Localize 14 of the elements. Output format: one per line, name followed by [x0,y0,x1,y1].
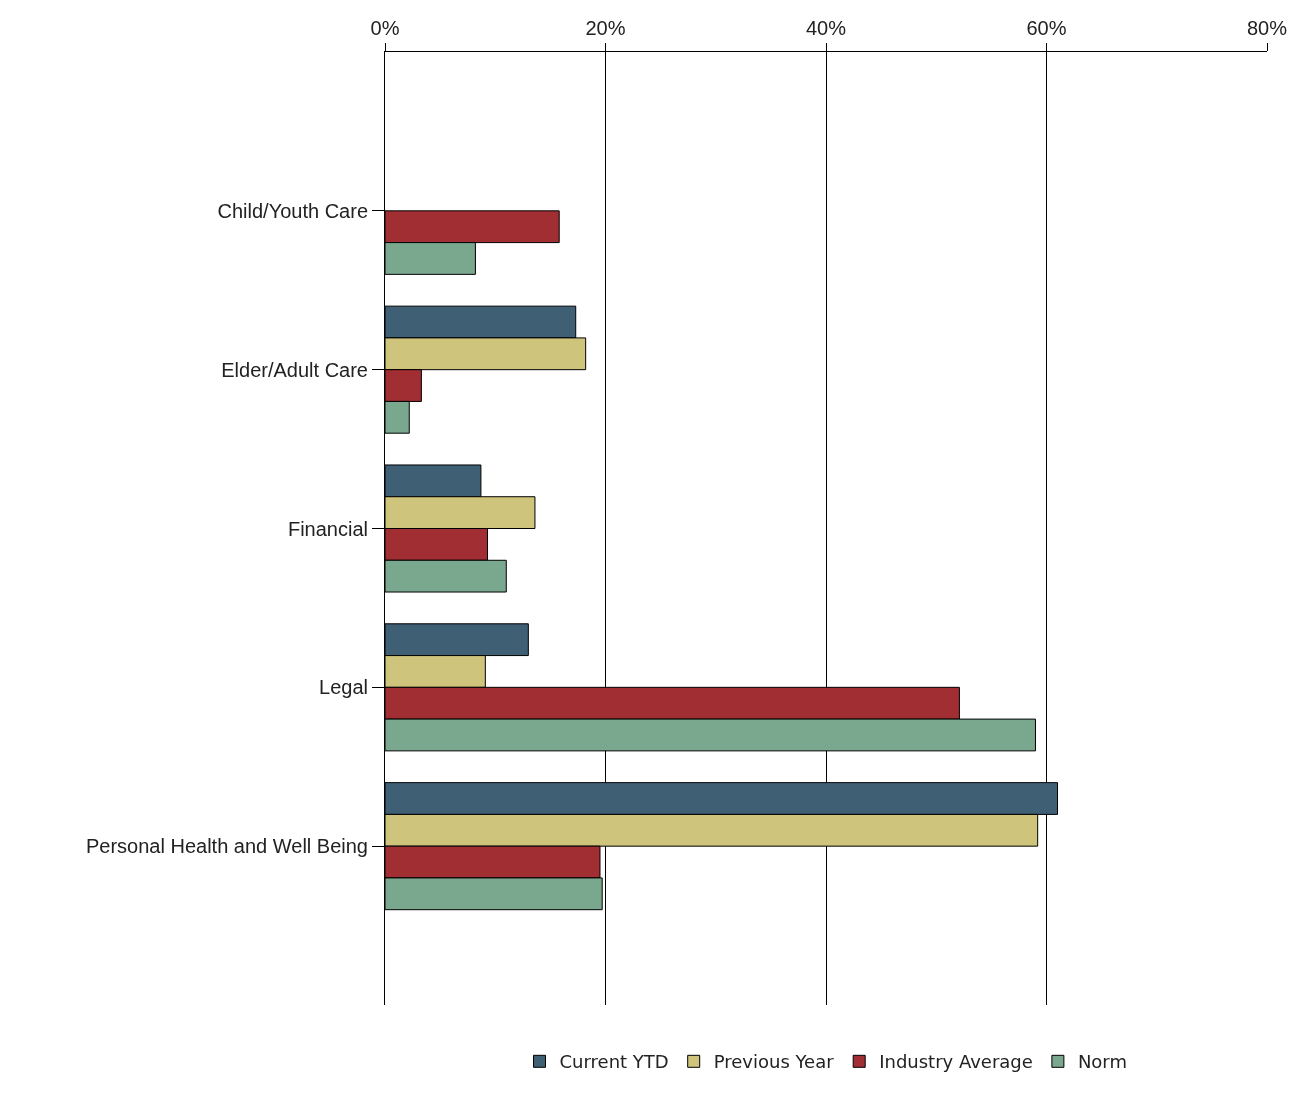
legend-label: Previous Year [713,1051,835,1073]
legend-label: Norm [1077,1051,1127,1073]
x-tick-label: 0% [370,17,400,39]
y-tick-label: Personal Health and Well Being [85,835,368,858]
y-tick-label: Legal [319,676,368,699]
legend-label: Current YTD [559,1051,669,1073]
x-tick-label: 20% [585,17,626,39]
legend-label: Industry Average [879,1051,1033,1073]
x-tick-label: 40% [805,17,847,39]
y-tick-label: Child/Youth Care [217,199,368,222]
y-tick-label: Financial [287,517,368,540]
x-tick-label: 80% [1246,17,1288,39]
x-tick-label: 60% [1026,17,1067,39]
y-tick-label: Elder/Adult Care [221,358,368,381]
